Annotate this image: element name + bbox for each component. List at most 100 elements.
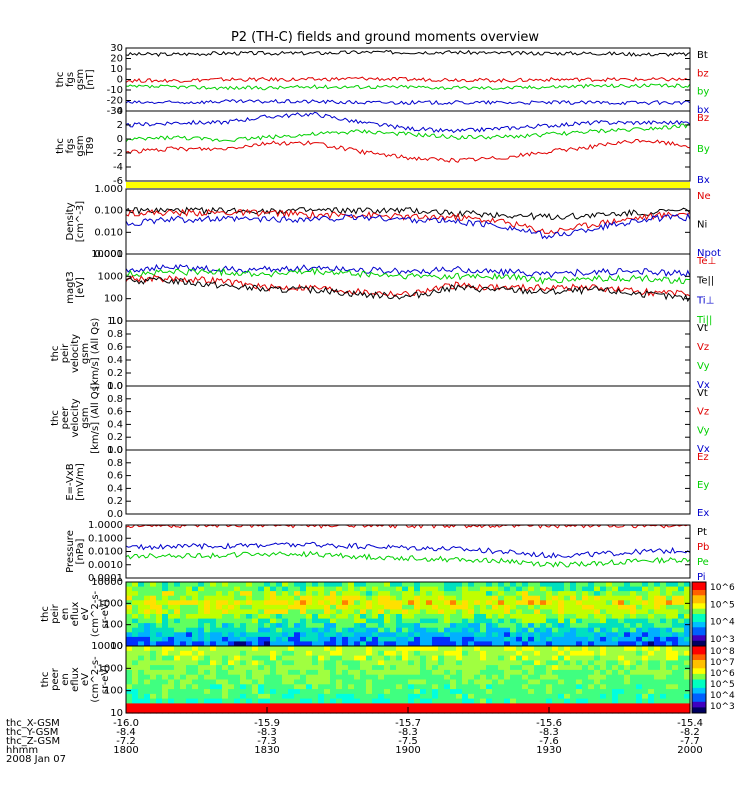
heatmap-cell [150,641,157,647]
heatmap-cell [534,600,541,606]
heatmap-cell [486,582,493,588]
heatmap-cell [462,646,469,652]
heatmap-cell [198,609,205,615]
heatmap-cell [258,655,265,661]
heatmap-cell [576,655,583,661]
heatmap-cell [636,646,643,652]
heatmap-cell [378,646,385,652]
heatmap-cell [672,646,679,652]
heatmap-cell [306,655,313,661]
heatmap-cell [432,708,439,714]
heatmap-cell [276,679,283,685]
heatmap-cell [414,632,421,638]
heatmap-cell [498,655,505,661]
heatmap-cell [348,708,355,714]
heatmap-cell [384,698,391,704]
heatmap-cell [132,650,139,657]
heatmap-cell [180,632,187,638]
heatmap-cell [294,650,301,657]
legend-entry-Pe: Pe [697,557,709,568]
heatmap-cell [630,623,637,629]
heatmap-cell [168,660,175,666]
heatmap-cell [204,669,211,676]
heatmap-cell [432,604,439,611]
heatmap-cell [654,623,661,629]
heatmap-cell [174,679,181,685]
heatmap-cell [492,632,499,638]
heatmap-cell [138,609,145,615]
heatmap-cell [246,674,253,681]
heatmap-cell [600,591,607,597]
heatmap-cell [258,708,265,714]
heatmap-cell [522,693,529,700]
heatmap-cell [306,665,313,671]
heatmap-cell [354,703,361,709]
heatmap-cell [414,674,421,681]
heatmap-cell [654,600,661,606]
heatmap-cell [150,586,157,592]
heatmap-cell [660,655,667,661]
heatmap-cell [240,627,247,633]
heatmap-cell [492,636,499,643]
heatmap-cell [420,650,427,657]
heatmap-cell [456,703,463,709]
heatmap-cell [174,627,181,633]
heatmap-cell [546,689,553,695]
heatmap-cell [420,632,427,638]
heatmap-cell [462,609,469,615]
heatmap-cell [678,708,685,714]
heatmap-cell [126,609,133,615]
heatmap-cell [222,636,229,643]
heatmap-cell [258,604,265,611]
heatmap-cell [330,660,337,666]
heatmap-cell [546,646,553,652]
heatmap-cell [312,646,319,652]
heatmap-cell [438,591,445,597]
heatmap-cell [552,646,559,652]
heatmap-cell [612,698,619,704]
heatmap-cell [294,698,301,704]
heatmap-cell [468,650,475,657]
heatmap-cell [414,586,421,592]
heatmap-cell [234,618,241,624]
heatmap-cell [204,595,211,601]
heatmap-cell [402,627,409,633]
heatmap-cell [642,669,649,676]
heatmap-cell [648,669,655,676]
heatmap-cell [624,646,631,652]
heatmap-cell [162,646,169,652]
heatmap-cell [282,614,289,620]
heatmap-cell [234,703,241,709]
heatmap-cell [648,650,655,657]
heatmap-cell [270,586,277,592]
heatmap-cell [564,660,571,666]
heatmap-cell [300,618,307,624]
heatmap-cell [630,600,637,606]
y-axis-label: [cm^-3] [75,201,86,242]
heatmap-cell [396,669,403,676]
heatmap-cell [480,650,487,657]
heatmap-cell [168,703,175,709]
x-row-label: thc_Z-GSM [6,736,60,747]
heatmap-cell [540,669,547,676]
heatmap-cell [390,632,397,638]
heatmap-cell [198,595,205,601]
heatmap-cell [324,641,331,647]
heatmap-cell [576,650,583,657]
x-tick-label: -8.3 [539,727,559,738]
heatmap-cell [240,669,247,676]
heatmap-cell [318,646,325,652]
heatmap-cell [336,646,343,652]
heatmap-cell [366,665,373,671]
heatmap-cell [648,627,655,633]
heatmap-cell [180,623,187,629]
heatmap-cell [648,632,655,638]
heatmap-cell [324,595,331,601]
heatmap-cell [504,693,511,700]
y-tick-label: 100 [104,294,123,305]
heatmap-cell [600,632,607,638]
heatmap-cell [630,650,637,657]
heatmap-cell [426,655,433,661]
heatmap-cell [498,708,505,714]
